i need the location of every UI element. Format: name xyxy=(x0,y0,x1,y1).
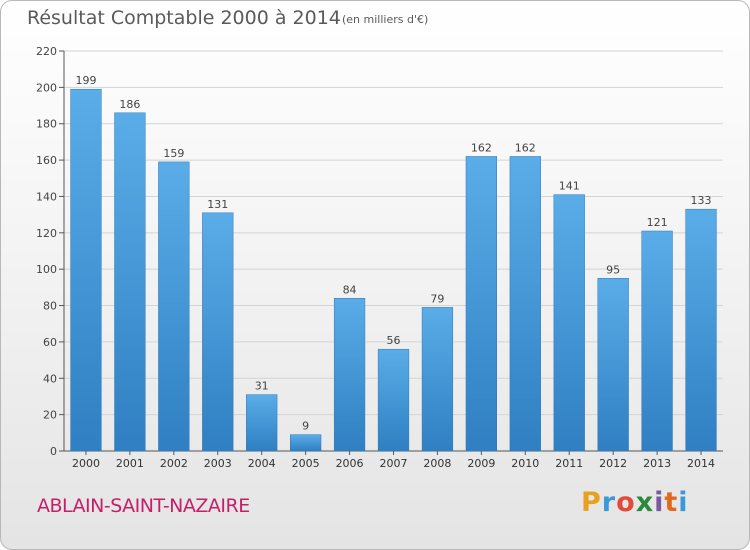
proxiti-logo[interactable]: Proxiti xyxy=(581,487,689,518)
y-tick-label-220: 220 xyxy=(36,45,57,58)
logo-letter: i xyxy=(678,487,689,518)
value-label-2010: 162 xyxy=(515,141,536,154)
x-tick-label-2012: 2012 xyxy=(599,457,627,470)
bar-2000 xyxy=(70,88,102,452)
y-tick-label-20: 20 xyxy=(43,409,57,422)
x-tick-label-2005: 2005 xyxy=(292,457,320,470)
value-label-2002: 159 xyxy=(163,147,184,160)
bar-2006 xyxy=(333,298,366,452)
bars xyxy=(70,88,717,452)
bar-2003 xyxy=(202,212,234,452)
bar-2008 xyxy=(421,307,454,452)
chart-title: Résultat Comptable 2000 à 2014 xyxy=(27,7,341,29)
x-tick-label-2003: 2003 xyxy=(204,457,232,470)
value-label-2001: 186 xyxy=(119,98,140,111)
y-tick-label-180: 180 xyxy=(36,118,57,131)
x-tick-label-2014: 2014 xyxy=(687,457,715,470)
x-tick-label-2000: 2000 xyxy=(72,457,100,470)
y-tick-label-160: 160 xyxy=(36,154,57,167)
bar-2005 xyxy=(290,434,322,452)
bar-2001 xyxy=(114,112,146,452)
x-tick-label-2009: 2009 xyxy=(467,457,495,470)
bar-2014 xyxy=(685,208,717,452)
logo-letter: t xyxy=(664,487,679,518)
y-tick-label-80: 80 xyxy=(43,300,57,313)
bar-2013 xyxy=(641,230,673,452)
x-tick-label-2002: 2002 xyxy=(160,457,188,470)
value-label-2008: 79 xyxy=(430,292,444,305)
value-label-2004: 31 xyxy=(255,380,269,393)
y-tick-label-40: 40 xyxy=(43,372,57,385)
bar-2009 xyxy=(465,156,497,452)
logo-letter: P xyxy=(581,487,602,518)
logo-letter: o xyxy=(616,487,636,518)
x-tick-label-2008: 2008 xyxy=(423,457,451,470)
bar-2012 xyxy=(597,278,629,452)
x-tick-label-2004: 2004 xyxy=(248,457,276,470)
logo-letter: x xyxy=(635,487,655,518)
logo-letter: r xyxy=(601,487,617,518)
bar-2007 xyxy=(377,348,410,452)
x-tick-label-2013: 2013 xyxy=(643,457,671,470)
value-label-2000: 199 xyxy=(75,74,96,87)
logo-letter: i xyxy=(654,487,665,518)
value-label-2011: 141 xyxy=(559,180,580,193)
bar-2011 xyxy=(553,194,585,452)
y-tick-label-100: 100 xyxy=(36,263,57,276)
x-tick-label-2010: 2010 xyxy=(511,457,539,470)
value-label-2006: 84 xyxy=(343,283,357,296)
value-label-2007: 56 xyxy=(387,334,401,347)
y-tick-label-120: 120 xyxy=(36,227,57,240)
bar-2004 xyxy=(246,394,278,452)
y-tick-label-140: 140 xyxy=(36,190,57,203)
value-label-2013: 121 xyxy=(647,216,668,229)
x-tick-label-2007: 2007 xyxy=(380,457,408,470)
x-tick-label-2006: 2006 xyxy=(336,457,364,470)
value-label-2009: 162 xyxy=(471,141,492,154)
y-tick-label-200: 200 xyxy=(36,81,57,94)
value-label-2012: 95 xyxy=(606,263,620,276)
value-label-2003: 131 xyxy=(207,198,228,211)
labels: 0 20 40 60 80 100 120 140 160 180 200 220 199 2000 186… xyxy=(36,45,715,470)
x-tick-label-2001: 2001 xyxy=(116,457,144,470)
bar-2010 xyxy=(509,156,541,452)
commune-name: ABLAIN-SAINT-NAZAIRE xyxy=(37,495,250,517)
value-label-2005: 9 xyxy=(302,420,309,433)
value-label-2014: 133 xyxy=(691,194,712,207)
y-tick-label-0: 0 xyxy=(50,445,57,458)
x-tick-label-2011: 2011 xyxy=(555,457,583,470)
bar-2002 xyxy=(158,161,190,452)
chart-subtitle: (en milliers d'€) xyxy=(342,13,429,26)
y-tick-label-60: 60 xyxy=(43,336,57,349)
